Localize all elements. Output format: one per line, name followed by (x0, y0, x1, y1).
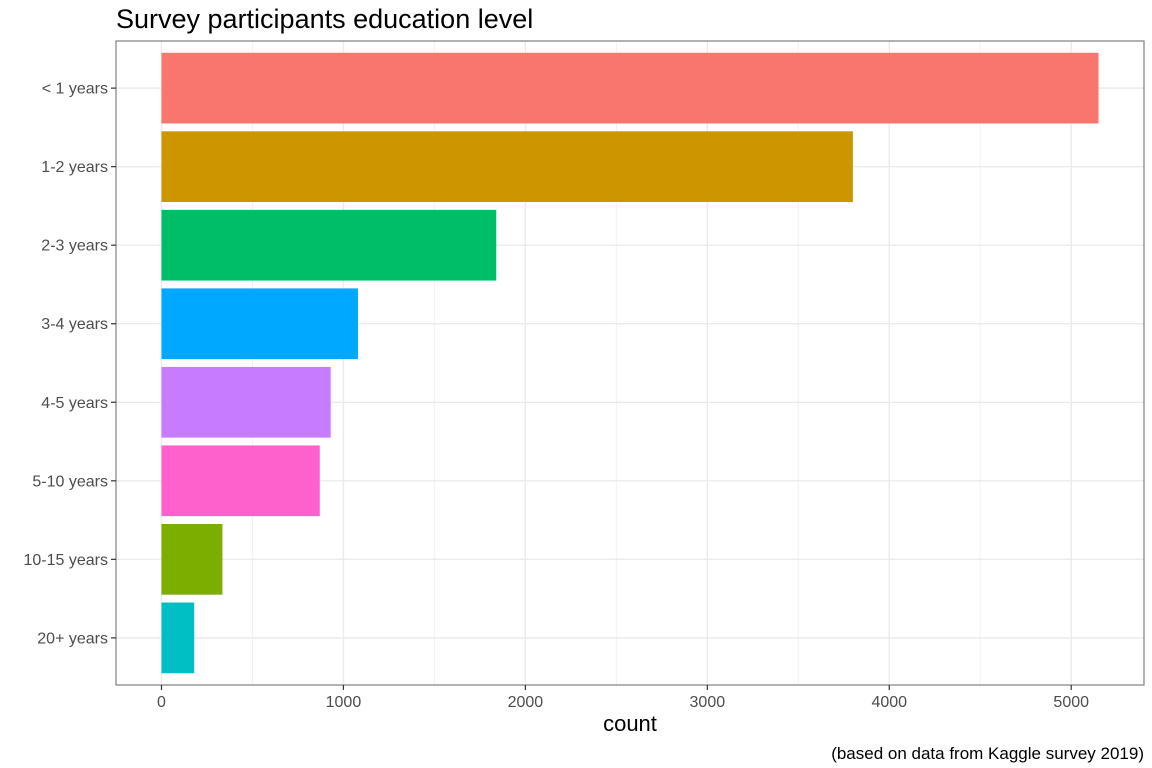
x-tick-label: 0 (157, 694, 166, 711)
x-tick-label: 5000 (1053, 694, 1089, 711)
chart-caption: (based on data from Kaggle survey 2019) (831, 744, 1144, 763)
y-axis: < 1 years 1-2 years 2-3 years 3-4 years 4-5 … (24, 81, 116, 647)
y-tick-label: < 1 years (42, 81, 108, 98)
bar (161, 288, 358, 360)
x-tick-label: 1000 (326, 694, 362, 711)
x-axis-title: count (603, 711, 657, 736)
chart-title: Survey participants education level (116, 4, 533, 34)
y-tick-label: 1-2 years (41, 159, 108, 176)
x-axis: 0 1000 2000 3000 4000 5000 (157, 685, 1089, 711)
x-tick-label: 3000 (690, 694, 726, 711)
bar (161, 131, 853, 202)
y-tick-label: 10-15 years (24, 552, 109, 569)
bar (161, 52, 1099, 124)
bar (161, 209, 497, 281)
bar (161, 602, 195, 674)
plot-panel-border (115, 40, 1145, 686)
y-tick-label: 2-3 years (41, 238, 108, 255)
bars (161, 52, 1099, 674)
y-tick-label: 5-10 years (32, 473, 108, 490)
bar (161, 366, 331, 438)
bar (161, 524, 223, 595)
y-tick-label: 20+ years (37, 630, 108, 647)
x-tick-label: 4000 (871, 694, 907, 711)
bar (161, 445, 320, 517)
x-tick-label: 2000 (508, 694, 544, 711)
y-tick-label: 4-5 years (41, 395, 108, 412)
y-tick-label: 3-4 years (41, 316, 108, 333)
